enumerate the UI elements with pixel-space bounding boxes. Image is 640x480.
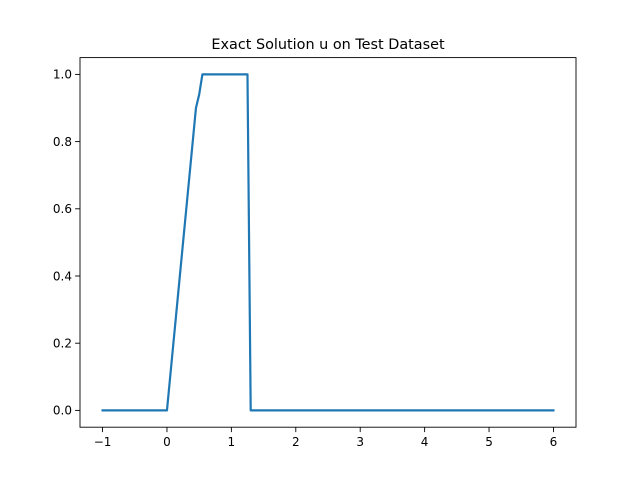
x-tick-label: 4 <box>421 435 429 449</box>
x-tick-label: 2 <box>292 435 300 449</box>
y-tick-label: 0.8 <box>53 135 72 149</box>
y-tick-label: 0.0 <box>53 404 72 418</box>
x-tick-label: 6 <box>550 435 558 449</box>
y-tick-label: 0.4 <box>53 269 72 283</box>
x-tick-label: −1 <box>94 435 112 449</box>
x-tick-label: 3 <box>356 435 364 449</box>
y-tick-label: 0.2 <box>53 337 72 351</box>
axes-frame <box>79 57 577 428</box>
x-tick-label: 0 <box>163 435 171 449</box>
y-tick-label: 0.6 <box>53 202 72 216</box>
plot-area <box>101 73 555 412</box>
x-tick-label: 1 <box>228 435 236 449</box>
chart-title: Exact Solution u on Test Dataset <box>211 37 445 53</box>
x-tick-label: 5 <box>485 435 493 449</box>
y-tick-label: 1.0 <box>53 68 72 82</box>
axis-ticks: −1 0 1 2 3 4 5 6 0.0 0.2 0.4 0.6 0.8 1.0 <box>53 68 557 450</box>
series-line-0 <box>101 73 555 412</box>
